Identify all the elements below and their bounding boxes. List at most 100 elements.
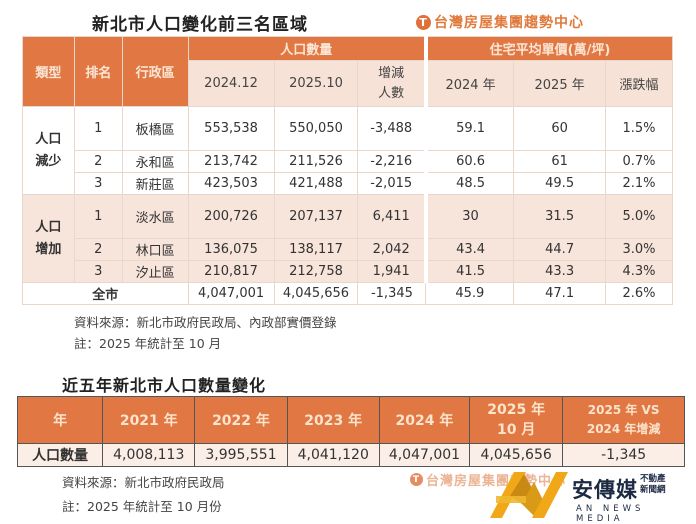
table-row: 3 新莊區 423,503 421,488 -2,015 48.5 49.5 2… bbox=[23, 172, 673, 195]
media-name-cn: 安傳媒 bbox=[572, 478, 638, 502]
pop-2024: 136,075 bbox=[187, 238, 275, 261]
value-2024: 4,047,001 bbox=[378, 443, 471, 467]
value-2022: 3,995,551 bbox=[194, 443, 288, 467]
price-2025: 43.3 bbox=[513, 260, 607, 283]
table2-source: 資料來源：新北市政府民政局 bbox=[62, 475, 225, 490]
price-2024: 60.6 bbox=[423, 150, 515, 173]
total-label: 全市 bbox=[22, 282, 189, 305]
header-2021: 2021 年 bbox=[102, 396, 196, 444]
price-2024: 41.5 bbox=[423, 260, 515, 283]
pop-2025: 207,137 bbox=[273, 194, 359, 239]
price-change: 5.0% bbox=[605, 194, 673, 239]
brand-label: T 台灣房屋集團趨勢中心 bbox=[416, 12, 584, 32]
pop-2025: 138,117 bbox=[273, 238, 359, 261]
rank: 2 bbox=[73, 150, 123, 173]
pop-change: -2,216 bbox=[357, 150, 427, 173]
price-change: 2.1% bbox=[605, 172, 673, 195]
price-change: 1.5% bbox=[605, 106, 673, 151]
price-2025: 61 bbox=[513, 150, 607, 173]
district: 新莊區 bbox=[121, 172, 189, 195]
table-row: 2 永和區 213,742 211,526 -2,216 60.6 61 0.7… bbox=[23, 150, 673, 173]
value-2023: 4,041,120 bbox=[286, 443, 380, 467]
price-change: 4.3% bbox=[605, 260, 673, 283]
district: 林口區 bbox=[121, 238, 189, 261]
price-2025: 47.1 bbox=[513, 282, 607, 305]
total-row: 全市 4,047,001 4,045,656 -1,345 45.9 47.1 … bbox=[22, 282, 673, 305]
table-row: 3 汐止區 210,817 212,758 1,941 41.5 43.3 4.… bbox=[23, 260, 673, 283]
table1-title: 新北市人口變化前三名區域 bbox=[92, 15, 308, 35]
media-subtitle-cn: 不動產新聞網 bbox=[640, 474, 666, 495]
row-label: 人口數量 bbox=[16, 443, 104, 467]
an-logo-mark-icon bbox=[490, 472, 568, 518]
price-2024: 59.1 bbox=[423, 106, 515, 151]
pop-change: -1,345 bbox=[357, 282, 427, 305]
table2-note: 註：2025 年統計至 10 月份 bbox=[62, 499, 222, 514]
header-2024: 2024 年 bbox=[378, 396, 471, 444]
pop-2024: 213,742 bbox=[187, 150, 275, 173]
district: 永和區 bbox=[121, 150, 189, 173]
price-2024: 48.5 bbox=[423, 172, 515, 195]
brand-logo-icon: T bbox=[410, 473, 423, 486]
value-2021: 4,008,113 bbox=[102, 443, 196, 467]
pop-2024: 210,817 bbox=[187, 260, 275, 283]
price-2025: 44.7 bbox=[513, 238, 607, 261]
pop-2025: 211,526 bbox=[273, 150, 359, 173]
header-price-2024: 2024 年 bbox=[423, 60, 515, 107]
price-2024: 43.4 bbox=[423, 238, 515, 261]
district: 板橋區 bbox=[121, 106, 189, 151]
pop-change: 2,042 bbox=[357, 238, 427, 261]
category-decrease: 人口 減少 bbox=[22, 106, 75, 195]
table-row: 2 林口區 136,075 138,117 2,042 43.4 44.7 3.… bbox=[23, 238, 673, 261]
value-diff: -1,345 bbox=[562, 443, 685, 467]
rank: 3 bbox=[73, 260, 123, 283]
header-pop-2025: 2025.10 bbox=[273, 60, 359, 107]
brand-logo-icon: T bbox=[416, 14, 431, 30]
pop-change: 1,941 bbox=[357, 260, 427, 283]
price-change: 0.7% bbox=[605, 150, 673, 173]
rank: 3 bbox=[73, 172, 123, 195]
header-2025: 2025 年 10 月 bbox=[469, 396, 564, 444]
rank: 1 bbox=[73, 194, 123, 239]
table-row: 人口 增加 1 淡水區 200,726 207,137 6,411 30 31.… bbox=[22, 194, 673, 283]
rank: 1 bbox=[73, 106, 123, 151]
header-district: 行政區 bbox=[121, 36, 189, 107]
header-pop-change: 增減 人數 bbox=[357, 60, 427, 107]
price-2025: 60 bbox=[513, 106, 607, 151]
header-price-change: 漲跌幅 bbox=[605, 60, 673, 107]
pop-2024: 553,538 bbox=[187, 106, 275, 151]
table-row: 人口 減少 1 板橋區 553,538 550,050 -3,488 59.1 … bbox=[22, 106, 673, 195]
pop-change: -3,488 bbox=[357, 106, 427, 151]
price-2025: 31.5 bbox=[513, 194, 607, 239]
value-2025: 4,045,656 bbox=[469, 443, 564, 467]
header-year: 年 bbox=[16, 396, 104, 444]
district: 汐止區 bbox=[121, 260, 189, 283]
media-name-en: AN NEWS MEDIA bbox=[576, 504, 645, 524]
pop-change: 6,411 bbox=[357, 194, 427, 239]
brand-name: 台灣房屋集團趨勢中心 bbox=[434, 15, 584, 31]
header-rank: 排名 bbox=[73, 36, 123, 107]
district-population-table: 類型 排名 行政區 人口數量 住宅平均單價(萬/坪) 2024.12 2025.… bbox=[22, 36, 673, 305]
price-2025: 49.5 bbox=[513, 172, 607, 195]
an-news-media-logo: 安傳媒 不動產新聞網 AN NEWS MEDIA bbox=[488, 468, 696, 524]
table1-note: 註：2025 年統計至 10 月 bbox=[74, 336, 222, 351]
header-diff: 2025 年 VS 2024 年增減 bbox=[562, 396, 685, 444]
header-type: 類型 bbox=[22, 36, 75, 107]
header-price-group: 住宅平均單價(萬/坪) bbox=[423, 36, 673, 61]
header-2023: 2023 年 bbox=[286, 396, 380, 444]
five-year-population-table: 年 2021 年 2022 年 2023 年 2024 年 2025 年 10 … bbox=[16, 396, 685, 467]
header-2022: 2022 年 bbox=[194, 396, 288, 444]
price-change: 3.0% bbox=[605, 238, 673, 261]
pop-2024: 4,047,001 bbox=[187, 282, 275, 305]
pop-2025: 212,758 bbox=[273, 260, 359, 283]
table2-title: 近五年新北市人口數量變化 bbox=[62, 376, 267, 395]
pop-2024: 423,503 bbox=[187, 172, 275, 195]
category-increase: 人口 增加 bbox=[22, 194, 75, 283]
price-change: 2.6% bbox=[605, 282, 673, 305]
table-row: 人口數量 4,008,113 3,995,551 4,041,120 4,047… bbox=[16, 443, 685, 467]
pop-2025: 4,045,656 bbox=[273, 282, 359, 305]
rank: 2 bbox=[73, 238, 123, 261]
pop-change: -2,015 bbox=[357, 172, 427, 195]
price-2024: 45.9 bbox=[425, 282, 515, 305]
header-population-group: 人口數量 bbox=[187, 36, 427, 61]
header-pop-2024: 2024.12 bbox=[187, 60, 275, 107]
